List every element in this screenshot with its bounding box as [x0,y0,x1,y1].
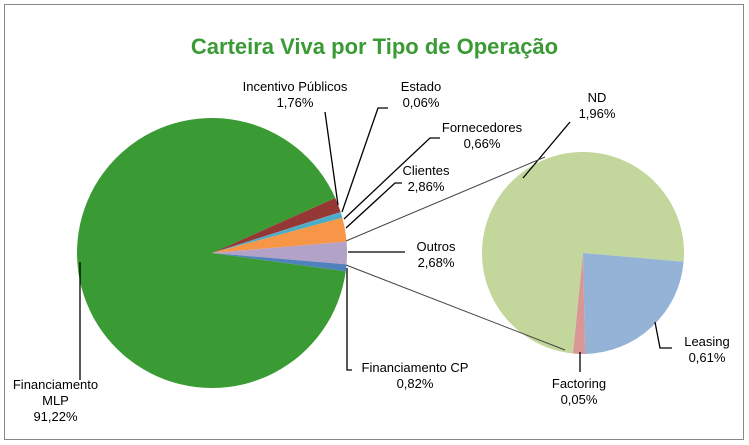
secondary-pie-slice [481,151,684,354]
pie-slice [212,211,341,253]
secondary-pie-slice [583,253,684,354]
chart-title: Carteira Viva por Tipo de Operação [190,34,559,59]
connector-line [345,156,546,242]
value-label: 2,86% [407,179,445,194]
leader-line [522,121,571,179]
category-label: ND [587,90,607,105]
value-label: 0,82% [396,376,434,391]
value-label: 1,76% [276,95,314,110]
pie-slice [212,241,348,265]
leader-line [346,268,352,371]
leader-line [654,321,672,349]
value-label: 1,96% [578,106,616,121]
leader-line [341,107,388,213]
category-label: Estado [400,79,442,94]
category-label: Incentivo Públicos [242,79,348,94]
category-label: Factoring [551,376,607,391]
pie-slice [212,217,347,253]
secondary-pie-slice [572,253,586,354]
connector-line [345,264,566,351]
category-label: Financiamento CP [361,360,469,375]
data-label: Leasing 0,61% [672,334,742,366]
data-label: Financiamento CP 0,82% [345,360,485,392]
value-label: 0,05% [560,392,598,407]
pie-slice [76,117,346,388]
category-label: Financiamento MLP [12,377,99,408]
data-label: Incentivo Públicos 1,76% [235,79,355,111]
pie-slice [212,253,347,272]
data-label: Factoring 0,05% [539,376,619,408]
data-label: Clientes 2,86% [386,163,466,195]
data-label: Fornecedores 0,66% [422,120,542,152]
value-label: 0,61% [688,350,726,365]
value-label: 0,66% [463,136,501,151]
data-label: Financiamento MLP 91,22% [8,377,103,425]
connector-lines [345,156,566,351]
pie-slice [212,212,343,253]
leader-lines [79,107,672,380]
leader-line [343,137,440,220]
data-label: Estado 0,06% [381,79,461,111]
category-label: Clientes [402,163,450,178]
category-label: Outros [416,239,456,254]
category-label: Fornecedores [441,120,523,135]
category-label: Leasing [684,334,730,349]
pie-slice [212,198,341,253]
data-label: ND 1,96% [567,90,627,122]
value-label: 2,68% [417,255,455,270]
value-label: 0,06% [402,95,440,110]
data-label: Outros 2,68% [396,239,476,271]
leader-line [345,182,402,229]
value-label: 91,22% [33,409,78,424]
leader-line [324,111,339,206]
